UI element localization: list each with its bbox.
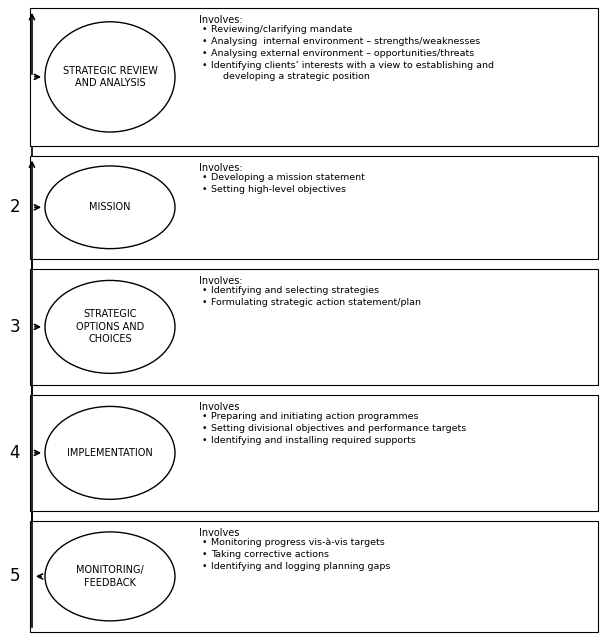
Bar (30, 156, 598, 259)
Text: •: • (202, 424, 208, 433)
Text: Formulating strategic action statement/plan: Formulating strategic action statement/p… (211, 298, 421, 307)
Ellipse shape (45, 166, 175, 249)
Text: •: • (202, 538, 208, 547)
Text: •: • (202, 38, 208, 47)
Text: Identifying and installing required supports: Identifying and installing required supp… (211, 436, 416, 445)
Text: Preparing and initiating action programmes: Preparing and initiating action programm… (211, 412, 419, 421)
Text: •: • (202, 550, 208, 559)
Text: •: • (202, 412, 208, 421)
Text: Involves:: Involves: (199, 15, 243, 25)
Text: IMPLEMENTATION: IMPLEMENTATION (67, 448, 153, 458)
Text: Developing a mission statement: Developing a mission statement (211, 173, 365, 182)
Bar (30, 269, 598, 385)
Bar (30, 395, 598, 511)
Text: •: • (202, 563, 208, 572)
Text: Involves: Involves (199, 528, 239, 538)
Text: 5: 5 (9, 568, 20, 586)
Bar (30, 521, 598, 632)
Text: MONITORING/
FEEDBACK: MONITORING/ FEEDBACK (76, 565, 144, 588)
Text: Identifying clients’ interests with a view to establishing and
    developing a : Identifying clients’ interests with a vi… (211, 61, 494, 81)
Text: Setting divisional objectives and performance targets: Setting divisional objectives and perfor… (211, 424, 466, 433)
Ellipse shape (45, 22, 175, 132)
Text: •: • (202, 26, 208, 35)
Text: Taking corrective actions: Taking corrective actions (211, 550, 329, 559)
Text: •: • (202, 298, 208, 307)
Text: 2: 2 (9, 198, 20, 216)
Text: •: • (202, 173, 208, 182)
Text: Analysing external environment – opportunities/threats: Analysing external environment – opportu… (211, 49, 474, 58)
Text: •: • (202, 286, 208, 295)
Ellipse shape (45, 406, 175, 499)
Text: Analysing  internal environment – strengths/weaknesses: Analysing internal environment – strengt… (211, 38, 480, 47)
Text: Reviewing/clarifying mandate: Reviewing/clarifying mandate (211, 26, 352, 35)
Text: 4: 4 (9, 444, 20, 462)
Text: Identifying and selecting strategies: Identifying and selecting strategies (211, 286, 379, 295)
Text: Involves:: Involves: (199, 163, 243, 173)
Text: STRATEGIC
OPTIONS AND
CHOICES: STRATEGIC OPTIONS AND CHOICES (76, 310, 144, 344)
Text: Setting high-level objectives: Setting high-level objectives (211, 185, 346, 194)
Text: Involves: Involves (199, 402, 239, 412)
Text: MISSION: MISSION (89, 202, 130, 212)
Ellipse shape (45, 532, 175, 621)
Text: 3: 3 (9, 318, 20, 336)
Text: STRATEGIC REVIEW
AND ANALYSIS: STRATEGIC REVIEW AND ANALYSIS (63, 66, 158, 88)
Text: Monitoring progress vis-à-vis targets: Monitoring progress vis-à-vis targets (211, 538, 385, 547)
Bar (30, 8, 598, 146)
Text: Identifying and logging planning gaps: Identifying and logging planning gaps (211, 563, 390, 572)
Text: •: • (202, 436, 208, 445)
Text: Involves:: Involves: (199, 276, 243, 286)
Text: •: • (202, 61, 208, 70)
Text: •: • (202, 185, 208, 194)
Ellipse shape (45, 280, 175, 373)
Text: •: • (202, 49, 208, 58)
